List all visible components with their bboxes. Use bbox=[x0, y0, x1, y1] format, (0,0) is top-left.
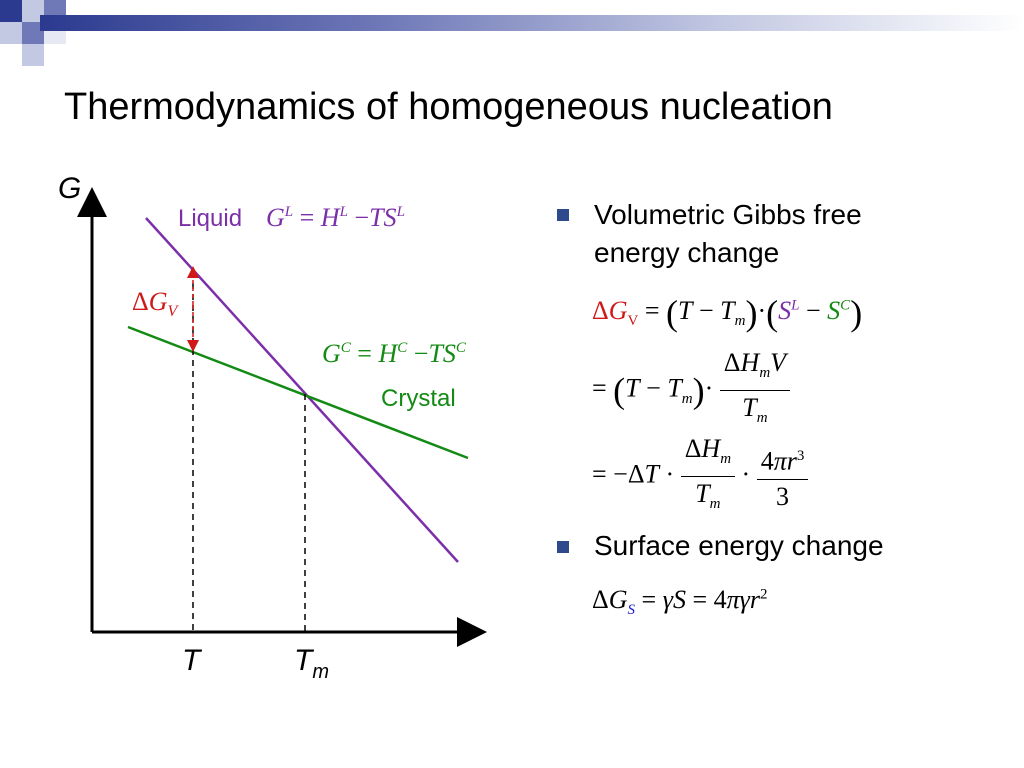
liquid-equation: GL = HL −TSL bbox=[266, 203, 405, 232]
header-gradient-bar bbox=[40, 15, 1024, 31]
x-tick-T: T bbox=[182, 644, 203, 677]
equation-gv-line3: = −ΔT · ΔHm Tm · 4πr3 3 bbox=[592, 432, 809, 521]
decor-square-4 bbox=[0, 22, 22, 44]
decor-square-1 bbox=[0, 0, 22, 22]
decor-square-2 bbox=[22, 0, 44, 22]
liquid-label: Liquid bbox=[178, 205, 242, 232]
slide-title: Thermodynamics of homogeneous nucleation bbox=[64, 86, 833, 128]
decor-square-7 bbox=[22, 44, 44, 66]
y-axis-label: G bbox=[58, 172, 81, 205]
equation-gs: ΔGS = γS = 4πγr2 bbox=[592, 585, 768, 619]
crystal-equation: GC = HC −TSC bbox=[322, 339, 467, 368]
equation-gv-line1: ΔGV = (T − Tm)·(SL − SC) bbox=[592, 293, 863, 333]
crystal-label: Crystal bbox=[381, 385, 456, 412]
bullet-marker-2 bbox=[557, 541, 569, 553]
bullet-marker-1 bbox=[557, 209, 569, 221]
bullet-surface: Surface energy change bbox=[594, 530, 884, 561]
crystal-line bbox=[127, 325, 469, 460]
decor-square-5 bbox=[22, 22, 44, 44]
equation-gv-line2: = (T − Tm)· ΔHmV Tm bbox=[592, 346, 791, 435]
delta-gv-label: ΔGV bbox=[132, 287, 180, 320]
x-tick-Tm: Tm bbox=[294, 644, 329, 683]
bullet-volumetric: Volumetric Gibbs free energy change bbox=[594, 199, 862, 268]
